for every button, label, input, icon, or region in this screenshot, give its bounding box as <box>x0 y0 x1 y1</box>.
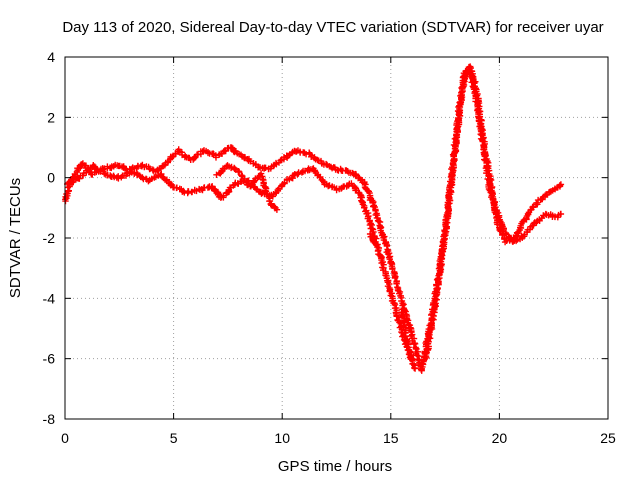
y-tick-label: -8 <box>43 411 56 427</box>
data-point-markers <box>64 162 416 364</box>
y-tick-label: -6 <box>43 351 56 367</box>
data-track-secondary <box>366 230 378 246</box>
x-axis-label: GPS time / hours <box>278 458 392 475</box>
data-point-markers <box>422 68 565 361</box>
data-series <box>62 63 565 374</box>
y-tick-label: 0 <box>47 170 55 186</box>
y-tick-label: 4 <box>47 49 55 65</box>
y-tick-label: -4 <box>43 290 56 306</box>
y-axis-label: SDTVAR / TECUs <box>7 178 24 298</box>
data-point-markers <box>213 162 281 213</box>
x-tick-label: 15 <box>383 430 399 446</box>
x-tick-label: 20 <box>492 430 508 446</box>
x-tick-label: 0 <box>61 430 69 446</box>
data-point-markers <box>398 306 419 372</box>
data-point-markers <box>366 230 378 246</box>
data-track-secondary <box>422 68 565 361</box>
x-tick-label: 5 <box>170 430 178 446</box>
x-tick-label: 10 <box>274 430 290 446</box>
y-tick-label: 2 <box>47 109 55 125</box>
x-tick-label: 25 <box>600 430 616 446</box>
data-track-secondary <box>64 162 416 364</box>
axis-ticks <box>64 56 609 420</box>
chart-title: Day 113 of 2020, Sidereal Day-to-day VTE… <box>62 19 603 36</box>
data-track-secondary <box>398 306 419 372</box>
y-tick-label: -2 <box>43 230 56 246</box>
tick-labels: 0 5 10 15 20 25 -8 -6 -4 -2 0 2 4 <box>43 49 616 446</box>
data-track-secondary <box>213 162 281 213</box>
